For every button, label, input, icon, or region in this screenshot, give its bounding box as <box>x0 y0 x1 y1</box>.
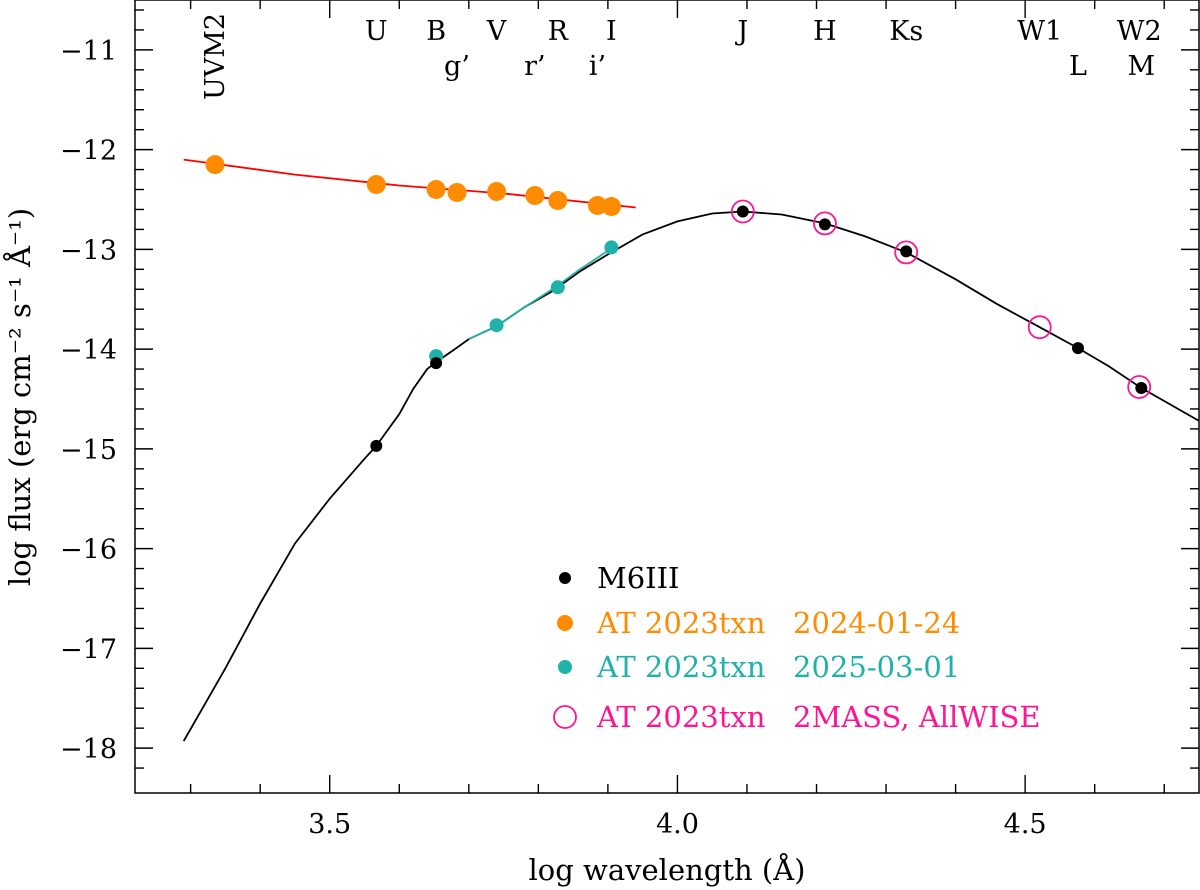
y-tick-label-7: −18 <box>60 734 117 765</box>
y-tick-label-0: −11 <box>60 36 117 67</box>
point-s3-4 <box>1127 375 1152 399</box>
ticks-layer: 3.5 4.0 4.5 −11 −12 −13 −14 −15 −16 −17 −18 <box>60 0 1199 840</box>
point-s0-5 <box>1072 342 1084 355</box>
legend-marker-m6iii <box>559 572 571 584</box>
y-tick-label-3: −14 <box>60 335 117 366</box>
band-label-8: W1 <box>1017 16 1062 47</box>
legend: M6III AT 2023txn 2024-01-24 AT 2023txn 2… <box>553 561 1041 734</box>
point-s0-0 <box>370 439 383 452</box>
point-s1-8 <box>601 197 621 216</box>
point-s1-3 <box>447 183 467 202</box>
point-s1-2 <box>426 180 446 199</box>
y-tick-label-5: −16 <box>60 535 117 566</box>
legend-marker-2mass-allwise <box>553 705 577 729</box>
band-label-9: W2 <box>1117 16 1162 47</box>
band-label-5: J <box>734 16 748 47</box>
point-s1-6 <box>548 191 568 210</box>
point-s0-4 <box>900 245 913 258</box>
y-tick-label-6: −17 <box>60 634 117 665</box>
band-label-0: U <box>365 16 388 47</box>
band-labels: U B V R I J H Ks W1 W2 g’ r’ i’ L M UVM2 <box>200 13 1162 100</box>
point-s1-7 <box>588 196 607 215</box>
x-axis-title: log wavelength (Å) <box>529 852 806 887</box>
point-s2-3 <box>604 240 619 255</box>
plot-frame <box>134 0 1200 794</box>
points-layer <box>205 155 1152 452</box>
point-s1-0 <box>205 155 225 175</box>
band-label-4: I <box>606 16 617 47</box>
band-label-row2-4: M <box>1127 51 1155 82</box>
point-s1-5 <box>525 186 545 205</box>
legend-label-2024: AT 2023txn 2024-01-24 <box>596 606 960 640</box>
band-label-uvm2: UVM2 <box>200 13 231 100</box>
point-s3-1 <box>813 211 837 236</box>
band-label-2: V <box>486 16 507 47</box>
point-s1-1 <box>366 175 386 194</box>
curve-1 <box>183 158 636 209</box>
point-s2-1 <box>489 318 504 333</box>
point-s0-2 <box>736 205 749 218</box>
point-s3-2 <box>894 240 919 265</box>
point-s0-3 <box>818 218 831 231</box>
y-axis-title: log flux (erg cm⁻² s⁻¹ Å⁻¹) <box>2 208 37 586</box>
point-s2-2 <box>550 280 565 295</box>
legend-label-2025: AT 2023txn 2025-03-01 <box>596 650 960 684</box>
point-s3-3 <box>1027 315 1052 340</box>
legend-label-m6iii: M6III <box>597 561 680 595</box>
band-label-7: Ks <box>889 16 923 47</box>
legend-marker-2025 <box>558 660 572 674</box>
x-tick-label-2: 4.5 <box>1004 809 1047 840</box>
legend-label-2mass-allwise: AT 2023txn 2MASS, AllWISE <box>596 700 1041 734</box>
x-tick-label-0: 3.5 <box>308 809 351 840</box>
x-tick-label-1: 4.0 <box>656 809 699 840</box>
point-s0-1 <box>430 357 443 370</box>
y-tick-label-4: −15 <box>60 435 117 466</box>
band-label-3: R <box>548 16 569 47</box>
band-label-row2-3: L <box>1069 51 1087 82</box>
point-s3-0 <box>730 199 755 224</box>
curve-0 <box>182 210 1200 742</box>
band-label-row2-2: i’ <box>589 51 606 82</box>
legend-marker-2024 <box>557 615 573 631</box>
point-s0-6 <box>1135 382 1148 394</box>
y-tick-label-2: −13 <box>60 235 117 266</box>
band-label-row2-0: g’ <box>444 51 470 82</box>
point-s1-4 <box>487 182 507 201</box>
band-label-row2-1: r’ <box>524 51 546 82</box>
band-label-1: B <box>426 16 446 47</box>
y-tick-label-1: −12 <box>60 136 117 167</box>
band-label-6: H <box>813 16 837 47</box>
